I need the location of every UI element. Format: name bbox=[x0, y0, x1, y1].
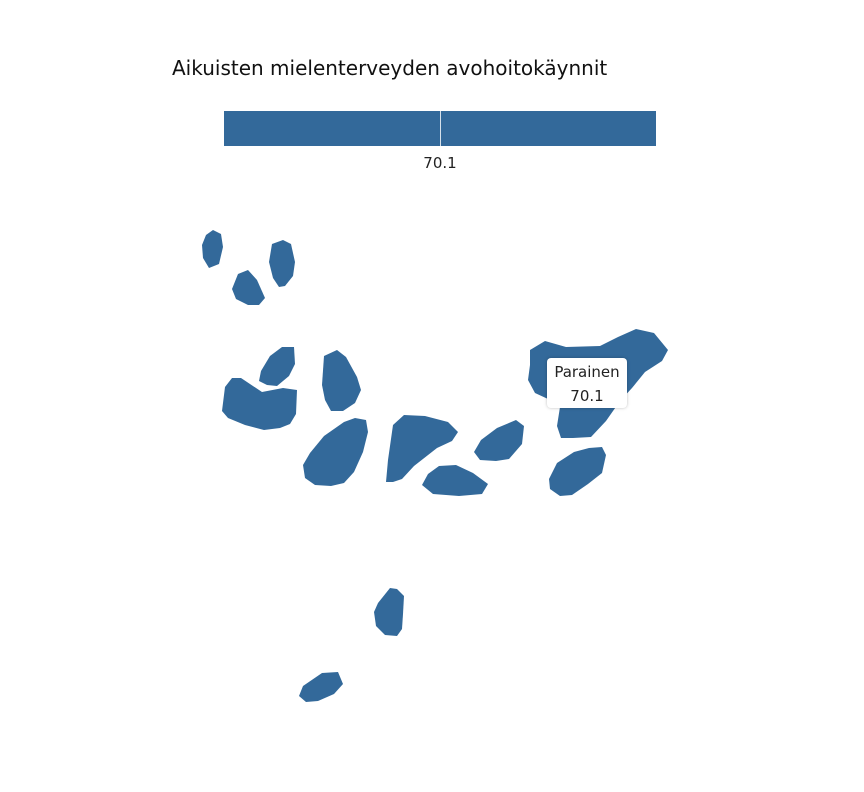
legend-value-label: 70.1 bbox=[423, 154, 457, 172]
island-2[interactable] bbox=[269, 240, 295, 287]
map-title: Aikuisten mielenterveyden avohoitokäynni… bbox=[172, 56, 608, 80]
island-6[interactable] bbox=[222, 378, 297, 430]
island-4[interactable] bbox=[259, 347, 295, 386]
region-tooltip: Parainen 70.1 bbox=[547, 358, 627, 408]
island-13[interactable] bbox=[374, 588, 404, 636]
island-9[interactable] bbox=[474, 420, 524, 461]
island-10[interactable] bbox=[422, 465, 488, 496]
island-8[interactable] bbox=[386, 415, 458, 482]
island-12[interactable] bbox=[549, 447, 606, 496]
island-1[interactable] bbox=[202, 230, 223, 268]
island-5[interactable] bbox=[322, 350, 361, 411]
region-parainen[interactable] bbox=[202, 230, 668, 702]
legend-tick bbox=[440, 111, 441, 150]
island-7[interactable] bbox=[303, 418, 368, 486]
island-14[interactable] bbox=[299, 672, 343, 702]
tooltip-value: 70.1 bbox=[570, 387, 604, 405]
island-3[interactable] bbox=[232, 270, 265, 305]
tooltip-region-name: Parainen bbox=[554, 363, 620, 381]
